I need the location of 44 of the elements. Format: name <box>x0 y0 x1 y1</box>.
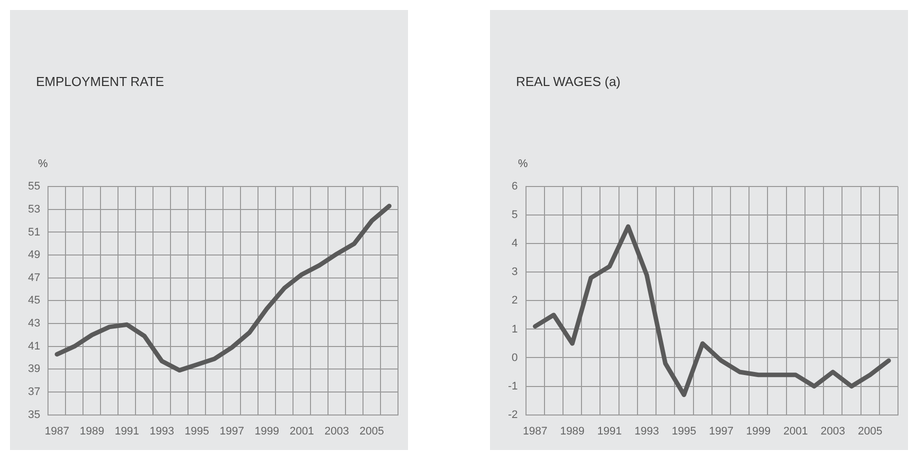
y-tick-label: 1 <box>512 323 518 336</box>
x-tick-label: 1987 <box>522 425 548 438</box>
y-tick-label: 0 <box>512 352 518 364</box>
x-tick-label: 2003 <box>820 425 846 438</box>
y-tick-label: 3 <box>512 266 518 278</box>
y-tick-label: 4 <box>512 238 518 250</box>
x-tick-label: 1995 <box>184 425 210 438</box>
x-tick-label: 1997 <box>708 425 734 438</box>
x-tick-label: 2005 <box>858 425 882 438</box>
y-tick-label: -1 <box>508 380 518 392</box>
y-tick-label: 55 <box>28 180 40 193</box>
y-tick-label: 53 <box>28 203 40 216</box>
y-axis-title: % <box>38 158 48 170</box>
y-tick-label: 37 <box>28 386 40 398</box>
x-tick-label: 1997 <box>220 425 244 438</box>
x-tick-label: 1993 <box>150 425 174 438</box>
chart-title: EMPLOYMENT RATE <box>36 74 164 89</box>
y-tick-label: 6 <box>512 180 518 193</box>
x-tick-label: 1991 <box>597 425 622 438</box>
y-tick-label: 49 <box>28 249 40 262</box>
y-tick-label: 35 <box>28 408 40 421</box>
x-tick-label: 1989 <box>80 425 104 438</box>
x-tick-label: 1993 <box>634 425 659 438</box>
chart-title: REAL WAGES (a) <box>516 74 621 89</box>
x-tick-label: 1989 <box>560 425 585 438</box>
x-tick-label: 2001 <box>290 425 314 438</box>
y-tick-label: 5 <box>512 209 518 222</box>
y-tick-label: 51 <box>28 226 40 238</box>
y-tick-label: 43 <box>28 318 40 330</box>
y-tick-label: 47 <box>28 272 40 284</box>
x-tick-label: 2003 <box>324 425 350 438</box>
y-tick-label: -2 <box>508 408 518 421</box>
y-tick-label: 41 <box>28 340 40 352</box>
y-tick-label: 2 <box>512 294 518 307</box>
x-tick-label: 1995 <box>672 425 696 438</box>
x-tick-label: 1999 <box>746 425 771 438</box>
y-axis-title: % <box>518 158 528 170</box>
y-tick-label: 45 <box>28 294 40 307</box>
x-tick-label: 2001 <box>783 425 808 438</box>
x-tick-label: 1991 <box>114 425 140 438</box>
y-tick-label: 39 <box>28 363 40 376</box>
x-tick-label: 2005 <box>360 425 384 438</box>
x-tick-label: 1999 <box>254 425 280 438</box>
x-tick-label: 1987 <box>44 425 70 438</box>
